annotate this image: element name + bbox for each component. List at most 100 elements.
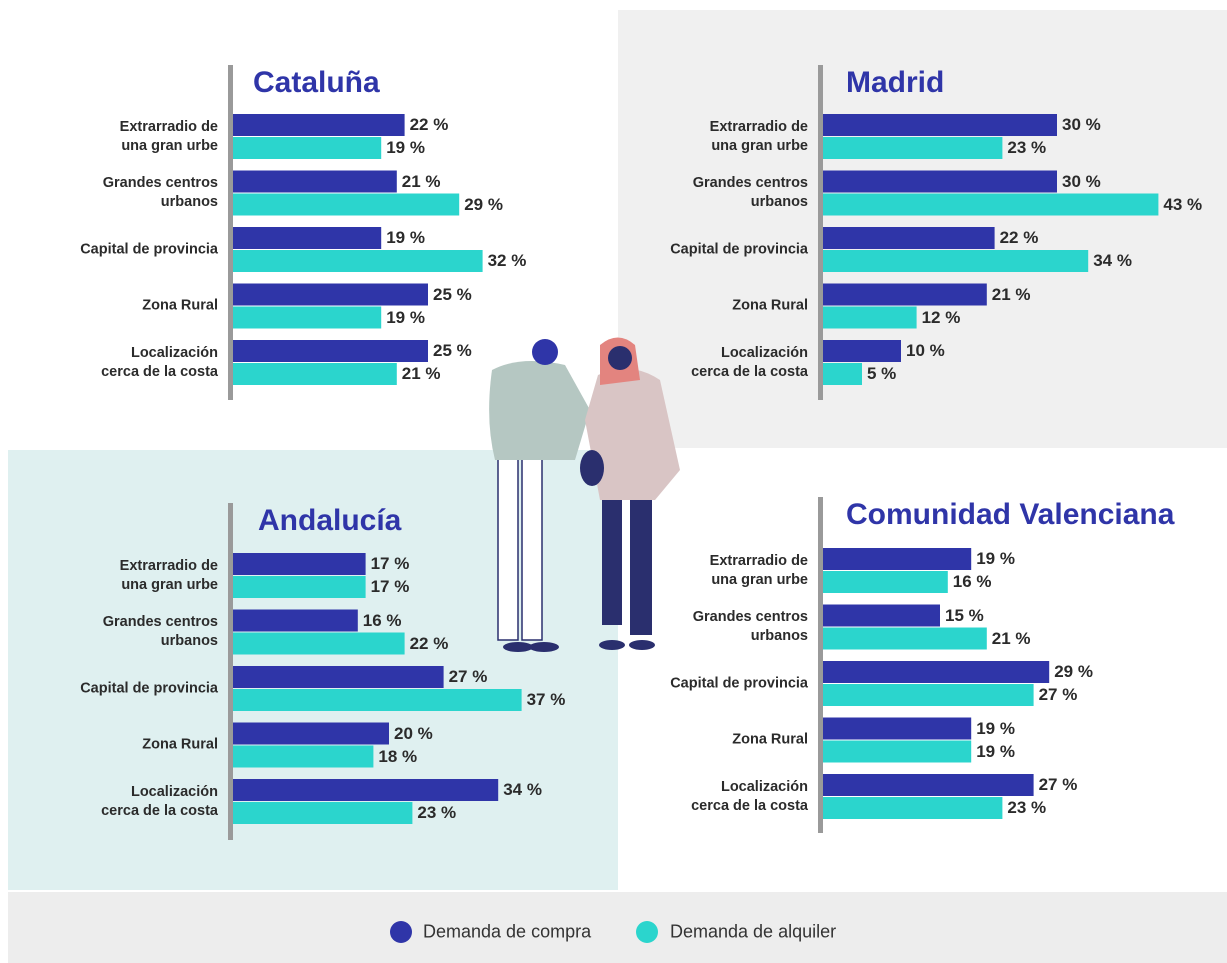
axis-line (228, 503, 233, 840)
value-label: 27 % (449, 667, 488, 687)
bar (233, 171, 397, 193)
value-label: 37 % (527, 690, 566, 710)
category-label: Extrarradio de una gran urbe (18, 118, 218, 156)
category-label: Grandes centros urbanos (18, 613, 218, 651)
value-label: 17 % (371, 554, 410, 574)
bar (823, 548, 971, 570)
bar (233, 610, 358, 632)
value-label: 22 % (410, 115, 449, 135)
value-label: 27 % (1039, 775, 1078, 795)
value-label: 21 % (992, 285, 1031, 305)
axis-line (228, 65, 233, 400)
bar (233, 666, 444, 688)
value-label: 22 % (410, 634, 449, 654)
chart-title: Cataluña (253, 66, 380, 100)
value-label: 12 % (922, 308, 961, 328)
value-label: 43 % (1163, 195, 1202, 215)
category-label: Grandes centros urbanos (608, 174, 808, 212)
bar (233, 250, 483, 272)
value-label: 29 % (1054, 662, 1093, 682)
category-label: Capital de provincia (608, 674, 808, 693)
value-label: 5 % (867, 364, 896, 384)
bar (823, 684, 1034, 706)
value-label: 23 % (1007, 138, 1046, 158)
value-label: 22 % (1000, 228, 1039, 248)
category-label: Grandes centros urbanos (608, 608, 808, 646)
bar (233, 802, 412, 824)
value-label: 20 % (394, 724, 433, 744)
bar (823, 797, 1002, 819)
category-label: Extrarradio de una gran urbe (608, 552, 808, 590)
bar (233, 284, 428, 306)
legend-swatch (390, 921, 412, 943)
bar (233, 723, 389, 745)
value-label: 19 % (386, 138, 425, 158)
bar (233, 746, 373, 768)
category-label: Zona Rural (18, 297, 218, 316)
value-label: 16 % (953, 572, 992, 592)
value-label: 25 % (433, 341, 472, 361)
bar (823, 741, 971, 763)
bar (233, 689, 522, 711)
bar (823, 227, 995, 249)
value-label: 23 % (417, 803, 456, 823)
bar (823, 171, 1057, 193)
chart-title: Andalucía (258, 504, 401, 538)
bar (823, 718, 971, 740)
category-label: Capital de provincia (608, 240, 808, 259)
bar (823, 571, 948, 593)
value-label: 27 % (1039, 685, 1078, 705)
bar (823, 605, 940, 627)
chart-title: Comunidad Valenciana (846, 498, 1174, 532)
bar (233, 576, 366, 598)
axis-line (818, 65, 823, 400)
value-label: 21 % (402, 364, 441, 384)
value-label: 21 % (992, 629, 1031, 649)
chart-title: Madrid (846, 66, 944, 100)
bar (233, 194, 459, 216)
bar (823, 250, 1088, 272)
bar (233, 363, 397, 385)
bar (823, 774, 1034, 796)
category-label: Capital de provincia (18, 240, 218, 259)
value-label: 21 % (402, 172, 441, 192)
value-label: 18 % (378, 747, 417, 767)
legend-label: Demanda de alquiler (670, 922, 836, 943)
bar (823, 628, 987, 650)
value-label: 30 % (1062, 115, 1101, 135)
value-label: 34 % (1093, 251, 1132, 271)
bar (233, 227, 381, 249)
value-label: 29 % (464, 195, 503, 215)
value-label: 10 % (906, 341, 945, 361)
infographic: Cataluña Extrarradio de una gran urbe 22 %… (0, 0, 1227, 963)
axis-line (818, 497, 823, 833)
bar (823, 661, 1049, 683)
category-label: Capital de provincia (18, 679, 218, 698)
category-label: Localización cerca de la costa (608, 344, 808, 382)
bar (233, 114, 405, 136)
category-label: Zona Rural (608, 297, 808, 316)
category-label: Zona Rural (608, 731, 808, 750)
bar (823, 137, 1002, 159)
bar (233, 307, 381, 329)
bar (233, 340, 428, 362)
category-label: Grandes centros urbanos (18, 174, 218, 212)
value-label: 25 % (433, 285, 472, 305)
value-label: 19 % (386, 228, 425, 248)
category-label: Localización cerca de la costa (608, 778, 808, 816)
bar (233, 779, 498, 801)
value-label: 19 % (976, 549, 1015, 569)
bar (233, 633, 405, 655)
bar (233, 137, 381, 159)
bar (823, 284, 987, 306)
value-label: 15 % (945, 606, 984, 626)
category-label: Localización cerca de la costa (18, 783, 218, 821)
value-label: 32 % (488, 251, 527, 271)
bar (823, 307, 917, 329)
value-label: 34 % (503, 780, 542, 800)
category-label: Zona Rural (18, 736, 218, 755)
category-label: Extrarradio de una gran urbe (608, 118, 808, 156)
bar (823, 194, 1158, 216)
value-label: 19 % (386, 308, 425, 328)
category-label: Localización cerca de la costa (18, 344, 218, 382)
